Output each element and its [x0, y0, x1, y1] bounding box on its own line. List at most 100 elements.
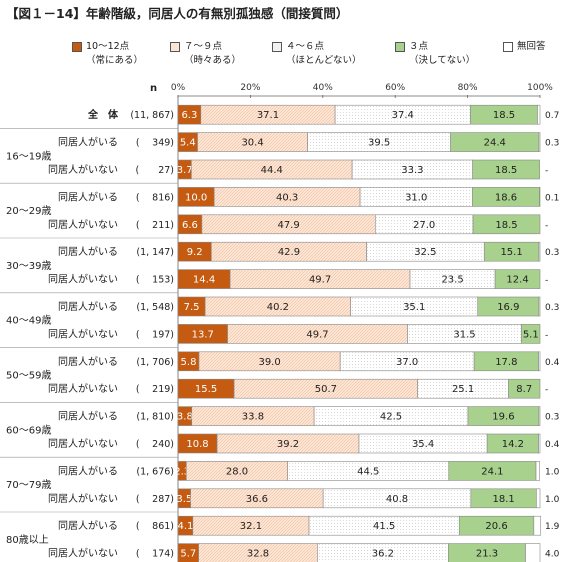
data-label: 49.7 [309, 275, 331, 286]
data-label: 30.4 [241, 138, 263, 149]
row-n: (11, 867) [130, 110, 174, 121]
data-label: 2.3 [174, 466, 190, 477]
row-n: ( 816) [136, 192, 174, 203]
bar-segment-never [508, 378, 541, 399]
legend-swatch [395, 42, 405, 52]
data-label: 35.1 [403, 302, 425, 313]
data-label: 31.5 [453, 329, 475, 340]
data-label: 39.0 [258, 357, 280, 368]
row-n: (1, 147) [136, 247, 174, 258]
data-label: 24.4 [484, 138, 506, 149]
group-label: 40～49歳 [6, 315, 51, 327]
data-label: 4.1 [177, 521, 193, 532]
x-tick-label: 100% [527, 83, 553, 93]
data-label: 33.8 [242, 412, 264, 423]
data-label: 47.9 [277, 220, 299, 231]
data-label: 18.5 [495, 220, 517, 231]
legend-label: 10～12点 [86, 41, 130, 52]
data-label: 39.2 [277, 439, 299, 450]
row-label: 同居人がいる [58, 300, 118, 313]
row-label: 全 体 [87, 108, 119, 121]
bar-segment-never [521, 324, 541, 344]
data-label: 32.1 [240, 521, 262, 532]
group-label: 50～59歳 [6, 370, 51, 382]
row-label: 同居人がいない [48, 327, 118, 340]
row-label: 同居人がいない [48, 547, 118, 560]
data-label: 16.9 [497, 302, 519, 313]
legend-sublabel: （時々ある） [184, 55, 242, 66]
data-label: 0.3 [545, 139, 559, 149]
data-label: 39.5 [368, 138, 390, 149]
group-label: 60～69歳 [6, 424, 51, 436]
data-label: 37.1 [257, 110, 279, 121]
data-label: 40.2 [267, 302, 289, 313]
legend-label: 無回答 [517, 41, 546, 52]
row-n: ( 197) [136, 329, 174, 340]
data-label: 5.1 [523, 329, 539, 340]
data-label: 40.3 [276, 192, 298, 203]
data-label: 24.1 [481, 466, 503, 477]
data-label: 25.1 [452, 384, 474, 395]
data-label: 36.2 [372, 549, 394, 560]
legend-swatch [72, 42, 82, 52]
data-label: 3.7 [177, 165, 193, 176]
data-label: 10.0 [185, 192, 207, 203]
bar-segment-noanswer [525, 543, 541, 562]
data-label: 42.5 [380, 412, 402, 423]
row-label: 同居人がいる [58, 519, 118, 532]
bar-segment-noanswer [538, 406, 541, 426]
data-label: 20.6 [485, 521, 507, 532]
group-label: 20～29歳 [6, 205, 51, 217]
row-label: 同居人がいない [48, 492, 118, 505]
data-label: 44.5 [357, 466, 379, 477]
data-label: 23.5 [441, 275, 463, 286]
data-label: 0.3 [545, 413, 559, 423]
data-label: 32.8 [247, 549, 269, 560]
data-label: 14.2 [502, 439, 524, 450]
data-label: 1.0 [545, 495, 560, 505]
data-label: 41.5 [373, 521, 395, 532]
legend-label: ３点 [409, 41, 429, 52]
data-label: 15.5 [195, 384, 217, 395]
data-label: - [545, 166, 548, 176]
bar-segment-noanswer [538, 296, 541, 317]
row-n: ( 287) [136, 494, 174, 505]
row-label: 同居人がいる [58, 245, 118, 258]
data-label: 6.6 [182, 220, 198, 231]
data-label: 5.4 [180, 138, 196, 149]
data-label: 21.3 [476, 549, 498, 560]
x-tick-label: 20% [240, 83, 260, 93]
legend-swatch [272, 42, 282, 52]
data-label: 19.6 [492, 412, 514, 423]
legend-sublabel: （常にある） [86, 55, 144, 66]
row-label: 同居人がいる [58, 410, 118, 423]
data-label: 27.0 [413, 220, 435, 231]
data-label: 50.7 [315, 384, 337, 395]
data-label: 18.5 [493, 110, 515, 121]
row-n: ( 240) [136, 439, 174, 450]
data-label: - [545, 276, 548, 286]
data-label: 31.0 [405, 192, 427, 203]
row-n: ( 153) [136, 275, 174, 286]
row-label: 同居人がいない [48, 437, 118, 450]
data-label: 44.4 [261, 165, 283, 176]
bar-segment-never [494, 269, 541, 289]
data-label: 8.7 [516, 384, 532, 395]
row-n: ( 27) [135, 165, 174, 176]
row-n: (1, 548) [136, 302, 174, 313]
data-label: 36.6 [246, 494, 268, 505]
data-label: 3.5 [176, 494, 192, 505]
data-label: - [545, 385, 548, 395]
n-header: n [150, 83, 158, 94]
data-label: 5.8 [181, 357, 197, 368]
row-label: 同居人がいる [58, 355, 118, 368]
row-label: 同居人がいる [58, 190, 118, 203]
group-label: 80歳以上 [6, 534, 49, 546]
row-n: (1, 810) [136, 412, 174, 423]
bar-segment-noanswer [538, 351, 541, 372]
data-label: - [545, 221, 548, 231]
bar-segment-noanswer [536, 488, 541, 509]
data-label: 0.7 [545, 111, 559, 121]
row-label: 同居人がいない [48, 163, 118, 176]
x-tick-label: 40% [313, 83, 333, 93]
